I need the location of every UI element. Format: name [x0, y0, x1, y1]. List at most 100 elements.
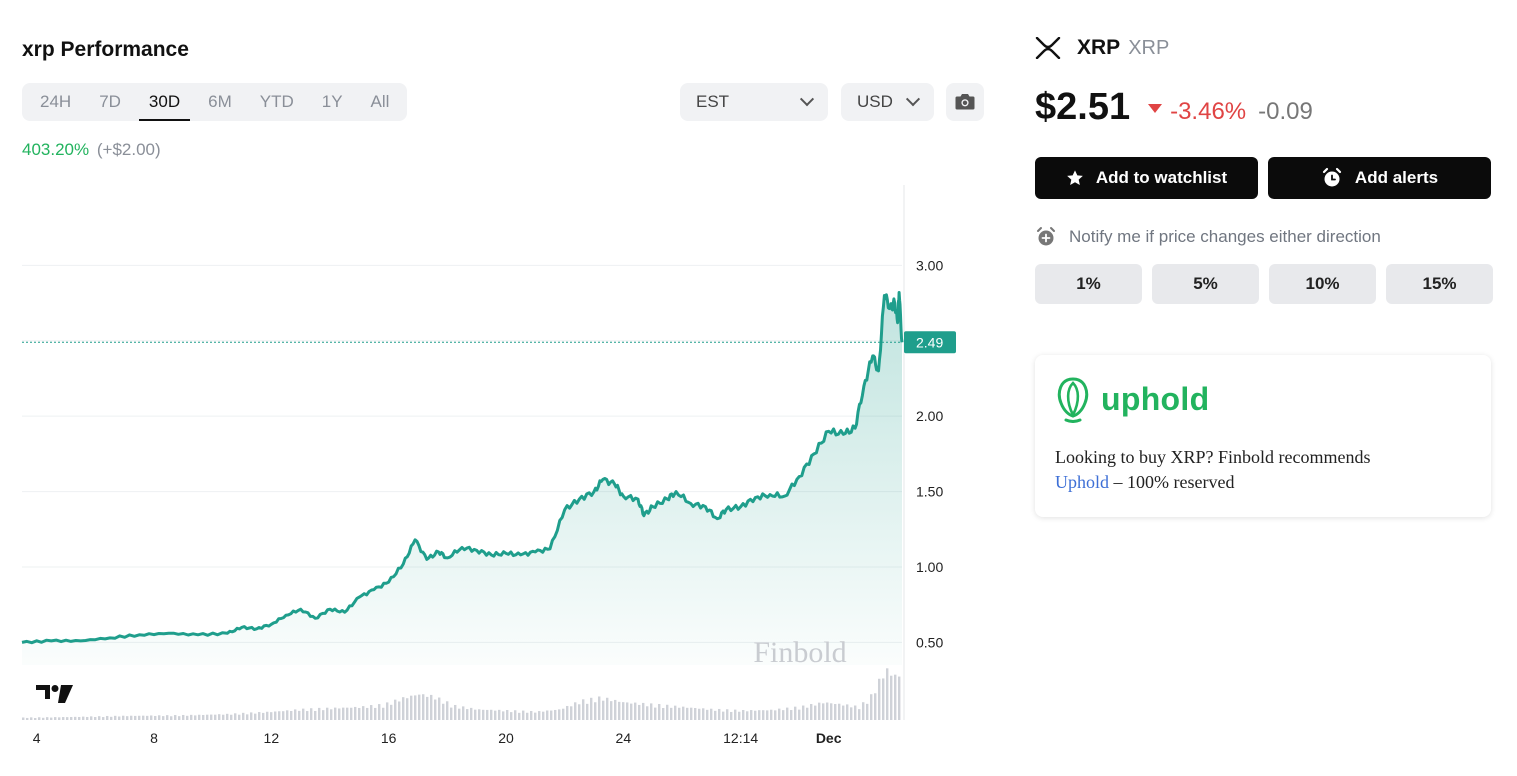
volume-bar: [482, 709, 485, 720]
volume-bar: [810, 704, 813, 720]
y-tick-label: 0.50: [916, 634, 943, 650]
volume-bar: [350, 707, 353, 720]
tradingview-mark-part: [36, 685, 50, 699]
add-alerts-button[interactable]: Add alerts: [1268, 157, 1491, 199]
performance-title: xrp Performance: [22, 38, 189, 61]
period-change-pct: 403.20%: [22, 140, 90, 159]
volume-bar: [518, 712, 521, 720]
volume-bar: [866, 703, 869, 720]
range-tab-7d[interactable]: 7D: [99, 92, 121, 111]
promo-card[interactable]: uphold Looking to buy XRP? Finbold recom…: [1035, 355, 1491, 517]
volume-bar: [86, 716, 89, 720]
volume-bar: [358, 707, 361, 720]
volume-bar: [578, 704, 581, 720]
volume-bar: [70, 717, 73, 720]
volume-bar: [558, 709, 561, 720]
volume-bar: [142, 715, 145, 720]
volume-bar: [30, 717, 33, 720]
volume-bar: [542, 711, 545, 720]
star-icon: [1067, 170, 1083, 186]
range-tab-30d[interactable]: 30D: [135, 83, 194, 121]
volume-bar: [686, 707, 689, 720]
alert-threshold-15-button[interactable]: 15%: [1386, 264, 1493, 304]
volume-bar: [162, 716, 165, 720]
down-arrow-icon: [1148, 104, 1163, 113]
volume-bar: [806, 707, 809, 720]
period-change-abs: (+$2.00): [96, 140, 161, 159]
volume-bar: [230, 714, 233, 720]
range-tab-all[interactable]: All: [370, 92, 390, 111]
volume-bar: [66, 717, 69, 720]
volume-bar: [386, 702, 389, 720]
uphold-wordmark: uphold: [1101, 380, 1210, 417]
coin-header: XRP XRP: [1035, 36, 1169, 60]
promo-text-tail: – 100% reserved: [1113, 472, 1235, 492]
volume-bar: [466, 709, 469, 720]
volume-bar: [698, 708, 701, 720]
range-tab-ytd[interactable]: YTD: [259, 92, 294, 111]
volume-bar: [598, 696, 601, 720]
volume-bar: [190, 714, 193, 720]
snapshot-button[interactable]: [946, 83, 984, 121]
x-tick-label: 16: [381, 730, 397, 746]
volume-bar: [394, 699, 397, 720]
alert-threshold-5-button[interactable]: 5%: [1152, 264, 1259, 304]
volume-bar: [470, 707, 473, 720]
volume-bar: [278, 711, 281, 720]
volume-bar: [794, 706, 797, 720]
range-tab-6m[interactable]: 6M: [208, 92, 232, 111]
volume-bar: [130, 715, 133, 720]
volume-bar: [446, 701, 449, 720]
volume-bar: [626, 702, 629, 720]
volume-bar: [498, 709, 501, 720]
volume-bar: [78, 716, 81, 720]
volume-bar: [774, 710, 777, 720]
volume-bar: [882, 678, 885, 720]
volume-bar: [198, 714, 201, 720]
volume-bar: [566, 705, 569, 720]
current-price: $2.51: [1035, 86, 1131, 128]
x-tick-label: 20: [498, 730, 514, 746]
volume-bar: [782, 710, 785, 720]
volume-bar: [58, 717, 61, 720]
add-to-watchlist-label: Add to watchlist: [1095, 168, 1228, 187]
volume-bar: [106, 715, 109, 720]
promo-text-intro: Looking to buy XRP? Finbold recommends: [1055, 447, 1371, 467]
volume-bar: [122, 715, 125, 720]
volume-bar: [742, 710, 745, 720]
chevron-down-icon: [799, 92, 815, 107]
volume-bar: [34, 717, 37, 720]
timezone-select[interactable]: EST: [680, 83, 828, 121]
price-chart[interactable]: 0.50 1.00 1.50 2.00 3.00 4 8 12 16 20 24 12:14 Dec 2…: [0, 185, 1000, 776]
uphold-leaf-icon: [1057, 377, 1089, 423]
currency-select[interactable]: USD: [841, 83, 934, 121]
add-to-watchlist-button[interactable]: Add to watchlist: [1035, 157, 1258, 199]
volume-bar: [642, 702, 645, 720]
alert-threshold-10-button[interactable]: 10%: [1269, 264, 1376, 304]
volume-bar: [194, 715, 197, 720]
volume-bar: [730, 711, 733, 720]
volume-bar: [610, 701, 613, 720]
volume-bar: [310, 708, 313, 720]
volume-bar: [134, 715, 137, 720]
volume-bar: [522, 710, 525, 720]
chart-watermark: Finbold: [753, 636, 846, 669]
volume-bar: [766, 710, 769, 720]
alert-threshold-1-button[interactable]: 1%: [1035, 264, 1142, 304]
volume-bar: [758, 710, 761, 720]
volume-bar: [402, 697, 405, 720]
volume-bar: [870, 694, 873, 720]
camera-icon: [955, 94, 975, 110]
range-tab-24h[interactable]: 24H: [40, 92, 72, 111]
range-tab-1y[interactable]: 1Y: [321, 92, 343, 111]
volume-bar: [346, 707, 349, 720]
volume-bar: [678, 707, 681, 720]
notify-text: Notify me if price changes either direct…: [1069, 227, 1381, 246]
volume-bar: [462, 706, 465, 720]
volume-bar: [54, 717, 57, 720]
volume-bar: [94, 716, 97, 720]
uphold-link[interactable]: Uphold: [1055, 472, 1109, 492]
volume-bar: [550, 710, 553, 720]
price-chart-svg[interactable]: 0.50 1.00 1.50 2.00 3.00 4 8 12 16 20 24 12:14 Dec 2…: [0, 185, 1000, 776]
volume-bar: [846, 704, 849, 720]
